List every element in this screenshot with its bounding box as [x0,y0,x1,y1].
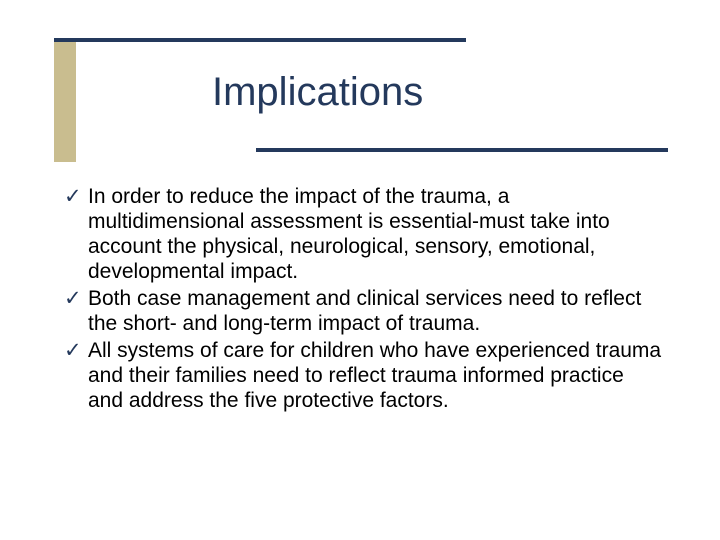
checkmark-icon: ✓ [64,338,88,363]
bullet-item: ✓Both case management and clinical servi… [64,286,664,336]
bullet-text: Both case management and clinical servic… [88,286,664,336]
checkmark-icon: ✓ [64,184,88,209]
top-horizontal-rule [54,38,466,42]
bullet-item: ✓All systems of care for children who ha… [64,338,664,413]
bullet-item: ✓In order to reduce the impact of the tr… [64,184,664,284]
slide-title: Implications [212,70,423,115]
bottom-horizontal-rule [256,148,668,152]
checkmark-icon: ✓ [64,286,88,311]
bullet-text: All systems of care for children who hav… [88,338,664,413]
left-vertical-accent-bar [54,42,76,162]
bullet-list: ✓In order to reduce the impact of the tr… [64,184,664,415]
bullet-text: In order to reduce the impact of the tra… [88,184,664,284]
